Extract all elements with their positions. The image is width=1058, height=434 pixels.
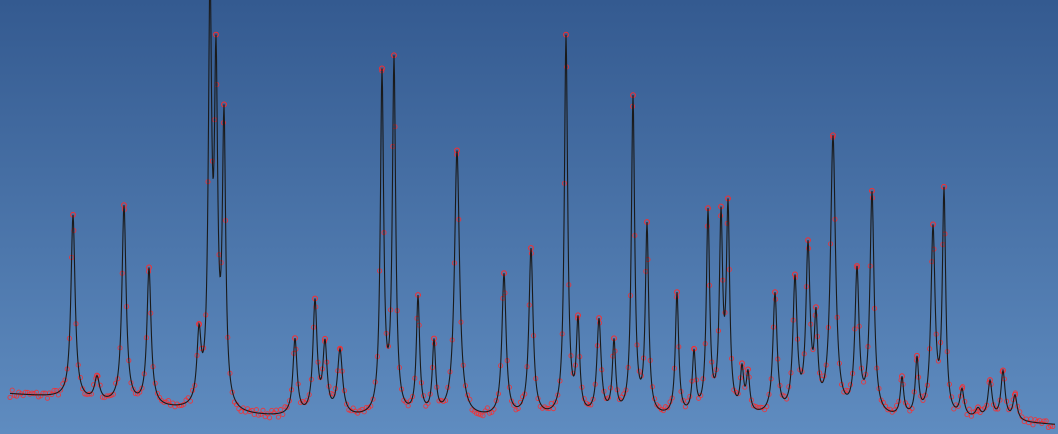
observed-point — [964, 412, 970, 418]
observed-point — [603, 396, 609, 402]
observed-point — [284, 404, 290, 410]
observed-point — [165, 397, 171, 404]
observed-point — [473, 410, 479, 416]
observed-point — [258, 411, 264, 417]
observed-point — [550, 406, 556, 412]
observed-point — [993, 406, 999, 412]
observed-point — [58, 387, 64, 393]
peak-marker — [1000, 367, 1006, 374]
observed-point — [548, 400, 554, 407]
observed-point — [99, 394, 105, 400]
observed-point — [44, 395, 50, 401]
observed-point — [1026, 420, 1032, 426]
observed-point — [328, 391, 334, 397]
observed-point — [621, 391, 627, 397]
observed-point — [751, 403, 757, 409]
observed-point — [660, 407, 666, 414]
observed-point — [260, 407, 266, 413]
observed-point — [1030, 422, 1036, 428]
observed-point — [885, 407, 891, 413]
observed-point — [267, 415, 273, 421]
observed-point — [1017, 409, 1023, 415]
observed-point — [278, 407, 284, 413]
observed-point — [511, 402, 517, 408]
observed-point — [253, 407, 259, 413]
observed-point — [137, 389, 143, 395]
observed-point — [9, 387, 15, 393]
observed-point — [51, 387, 57, 393]
observed-point — [484, 405, 490, 411]
observed-point — [951, 406, 957, 412]
observed-point — [861, 379, 867, 385]
observed-point — [55, 392, 61, 398]
observed-point — [665, 405, 671, 411]
observed-point — [966, 406, 972, 412]
observed-point — [476, 411, 482, 417]
peak-marker — [987, 377, 993, 383]
observed-point — [275, 414, 281, 420]
observed-point — [282, 404, 288, 410]
observed-point — [330, 391, 336, 397]
peak-marker — [975, 404, 981, 411]
peak-marker — [94, 372, 100, 379]
observed-point — [405, 403, 411, 409]
peak-marker — [959, 385, 965, 392]
observed-point — [7, 394, 13, 400]
observed-point — [161, 399, 167, 405]
observed-point — [176, 403, 182, 409]
peak-marker — [1012, 391, 1018, 398]
observed-point — [86, 391, 92, 397]
observed-point — [920, 397, 926, 403]
observed-point — [403, 399, 409, 405]
fit-line — [9, 0, 1056, 425]
observed-point — [480, 413, 486, 419]
observed-point — [60, 381, 66, 387]
